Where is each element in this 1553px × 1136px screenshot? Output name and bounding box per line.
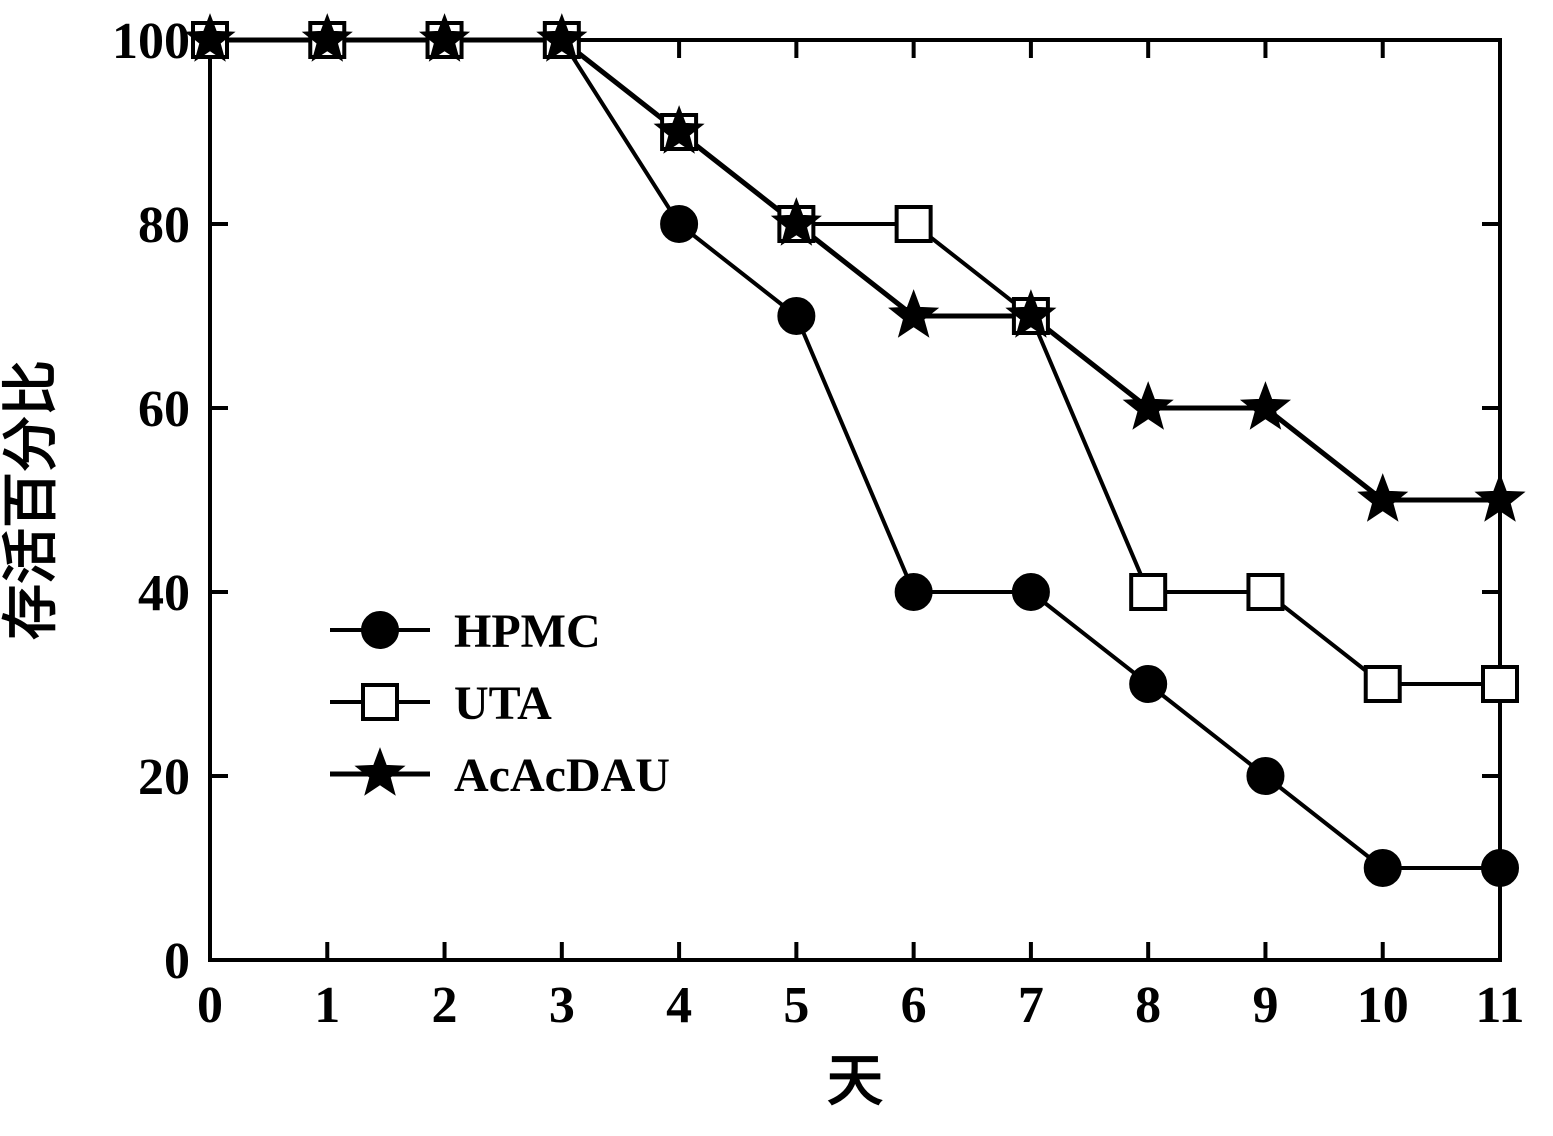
survival-chart: 0 1 2 3 4 5 6 7 8 9 10 11 0 20 40 60 80 100 存活百分比天 HPMC UTA A…: [0, 0, 1553, 1136]
legend-label-hpmc: HPMC: [454, 605, 601, 658]
x-axis-label: 天: [827, 1051, 883, 1113]
y-axis-label: 存活百分比: [1, 360, 63, 640]
x-tick-label: 10: [1357, 977, 1409, 1034]
legend-label-acacdau: AcAcDAU: [454, 749, 670, 802]
legend-label-uta: UTA: [454, 677, 552, 730]
x-tick-label: 1: [314, 977, 340, 1034]
x-tick-label: 6: [901, 977, 927, 1034]
y-tick-label: 0: [164, 933, 190, 990]
x-tick-label: 2: [432, 977, 458, 1034]
x-tick-label: 4: [666, 977, 692, 1034]
y-tick-label: 100: [112, 13, 190, 70]
y-tick-label: 20: [138, 749, 190, 806]
y-tick-label: 80: [138, 197, 190, 254]
x-tick-label: 9: [1252, 977, 1278, 1034]
x-tick-label: 11: [1475, 977, 1524, 1034]
x-tick-label: 5: [783, 977, 809, 1034]
x-tick-label: 0: [197, 977, 223, 1034]
y-tick-label: 40: [138, 565, 190, 622]
y-tick-label: 60: [138, 381, 190, 438]
chart-svg: 0 1 2 3 4 5 6 7 8 9 10 11 0 20 40 60 80 100 存活百分比天 HPMC UTA A…: [0, 0, 1553, 1136]
x-tick-label: 8: [1135, 977, 1161, 1034]
x-tick-label: 3: [549, 977, 575, 1034]
x-tick-label: 7: [1018, 977, 1044, 1034]
